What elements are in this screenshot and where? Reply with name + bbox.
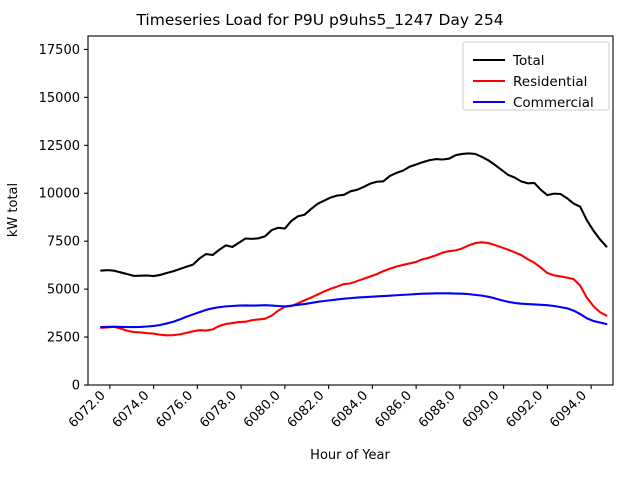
series-line-residential [100, 241, 608, 337]
x-tick-label: 6084.0 [328, 388, 371, 431]
legend-label-commercial: Commercial [513, 95, 594, 111]
y-axis-label: kW total [6, 183, 21, 237]
x-axis-label: Hour of Year [310, 448, 390, 463]
x-tick-label: 6086.0 [372, 388, 415, 431]
legend-label-residential: Residential [513, 74, 587, 90]
series-lines [100, 152, 608, 337]
y-tick-label: 10000 [39, 187, 80, 202]
x-tick-label: 6076.0 [153, 388, 196, 431]
y-tick-label: 7500 [47, 235, 80, 250]
y-tick-label: 15000 [39, 91, 80, 106]
x-tick-label: 6078.0 [197, 388, 240, 431]
y-tick-label: 17500 [39, 43, 80, 58]
chart-legend[interactable]: Total Residential Commercial [462, 41, 610, 111]
y-tick-label: 0 [72, 379, 80, 394]
x-tick-label: 6080.0 [241, 388, 284, 431]
y-tick-label: 12500 [39, 139, 80, 154]
y-tick-label: 2500 [47, 331, 80, 346]
x-tick-label: 6094.0 [547, 388, 590, 431]
x-tick-label: 6072.0 [66, 388, 109, 431]
series-line-commercial [100, 292, 608, 329]
y-tick-label: 5000 [47, 283, 80, 298]
legend-label-total: Total [512, 53, 545, 69]
x-tick-label: 6074.0 [110, 388, 153, 431]
series-line-total [100, 152, 608, 278]
x-tick-label: 6082.0 [285, 388, 328, 431]
x-axis-ticks: 6072.0 6074.0 6076.0 6078.0 6080.0 6082.0 6084… [66, 385, 592, 431]
y-axis-ticks: 0 2500 5000 7500 10000 12500 15000 17500 [39, 43, 88, 394]
x-tick-label: 6092.0 [503, 388, 546, 431]
x-tick-label: 6090.0 [460, 388, 503, 431]
plot-area-frame [87, 35, 614, 386]
chart-title: Timeseries Load for P9U p9uhs5_1247 Day … [135, 11, 503, 30]
x-tick-label: 6088.0 [416, 388, 459, 431]
